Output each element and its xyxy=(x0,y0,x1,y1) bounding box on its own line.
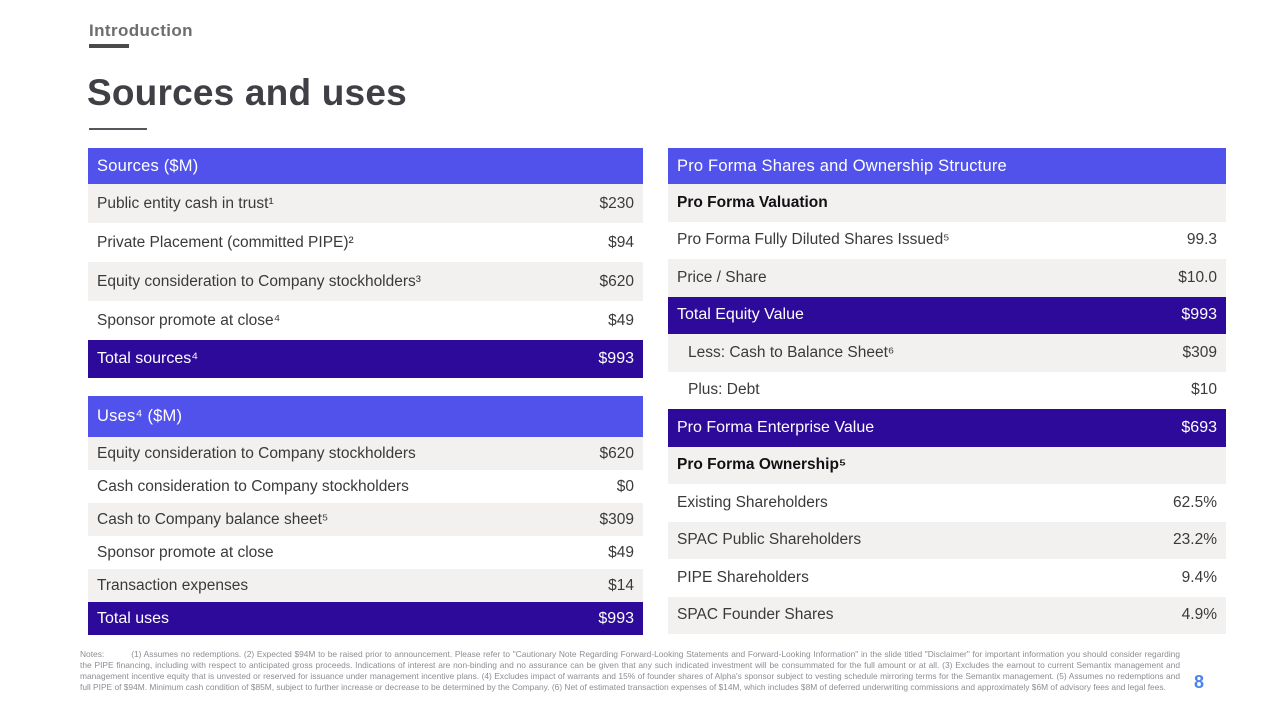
row-value: 62.5% xyxy=(1173,493,1217,511)
uses-total-row: Total uses $993 xyxy=(88,602,643,635)
row-label: Pro Forma Valuation xyxy=(677,193,828,211)
row-value: $993 xyxy=(598,350,634,367)
row-label: Sponsor promote at close⁴ xyxy=(97,311,281,329)
proforma-table-header: Pro Forma Shares and Ownership Structure xyxy=(668,148,1226,184)
row-value: $49 xyxy=(608,311,634,329)
title-underline xyxy=(89,128,147,130)
table-row: SPAC Founder Shares 4.9% xyxy=(668,596,1226,634)
table-row: Public entity cash in trust¹ $230 xyxy=(88,184,643,223)
row-value: $10.0 xyxy=(1178,268,1217,286)
enterprise-value-row: Pro Forma Enterprise Value $693 xyxy=(668,409,1226,447)
table-row: Pro Forma Fully Diluted Shares Issued⁵ 9… xyxy=(668,221,1226,259)
row-value: $14 xyxy=(608,576,634,594)
row-value: 9.4% xyxy=(1181,568,1217,586)
row-label: Sponsor promote at close xyxy=(97,543,274,561)
row-label: Transaction expenses xyxy=(97,576,249,594)
table-row: SPAC Public Shareholders 23.2% xyxy=(668,521,1226,559)
row-value: $309 xyxy=(1182,343,1217,361)
row-label: Equity consideration to Company stockhol… xyxy=(97,444,416,462)
row-label: Existing Shareholders xyxy=(677,493,828,511)
row-value: $0 xyxy=(616,477,634,495)
uses-table-header: Uses⁴ ($M) xyxy=(88,396,643,437)
table-row: PIPE Shareholders 9.4% xyxy=(668,559,1226,597)
footnotes: Notes: (1) Assumes no redemptions. (2) Ex… xyxy=(80,649,1180,693)
row-label: SPAC Public Shareholders xyxy=(677,531,862,549)
uses-table: Uses⁴ ($M) Equity consideration to Compa… xyxy=(88,396,643,635)
row-label: Less: Cash to Balance Sheet⁶ xyxy=(688,343,895,361)
table-row: Equity consideration to Company stockhol… xyxy=(88,262,643,301)
total-equity-value-row: Total Equity Value $993 xyxy=(668,296,1226,334)
sources-total-row: Total sources⁴ $993 xyxy=(88,340,643,378)
table-row: Transaction expenses $14 xyxy=(88,569,643,602)
table-row: Existing Shareholders 62.5% xyxy=(668,484,1226,522)
row-label: Pro Forma Fully Diluted Shares Issued⁵ xyxy=(677,231,950,249)
row-label: Cash to Company balance sheet⁵ xyxy=(97,510,329,528)
row-label: Pro Forma Enterprise Value xyxy=(677,418,875,436)
row-value: $693 xyxy=(1181,418,1217,436)
table-row: Sponsor promote at close⁴ $49 xyxy=(88,301,643,340)
row-label: Pro Forma Ownership⁵ xyxy=(677,456,847,474)
page-title: Sources and uses xyxy=(87,72,407,113)
row-value: $10 xyxy=(1191,381,1217,399)
subheader-row: Pro Forma Valuation xyxy=(668,184,1226,222)
row-value: $49 xyxy=(608,543,634,561)
row-value: $230 xyxy=(599,194,634,212)
row-label: Equity consideration to Company stockhol… xyxy=(97,272,421,290)
row-value: 23.2% xyxy=(1173,531,1217,549)
row-label: Cash consideration to Company stockholde… xyxy=(97,477,409,495)
row-value: 4.9% xyxy=(1181,606,1217,624)
sources-table-header: Sources ($M) xyxy=(88,148,643,184)
footnotes-text: (1) Assumes no redemptions. (2) Expected… xyxy=(80,649,1180,692)
table-row: Cash consideration to Company stockholde… xyxy=(88,470,643,503)
right-column: Pro Forma Shares and Ownership Structure… xyxy=(668,148,1226,634)
row-label: SPAC Founder Shares xyxy=(677,606,834,624)
row-label: Total Equity Value xyxy=(677,306,804,324)
section-label: Introduction xyxy=(89,21,193,40)
table-row: Sponsor promote at close $49 xyxy=(88,536,643,569)
row-label: PIPE Shareholders xyxy=(677,568,809,586)
row-label: Total uses xyxy=(97,609,170,627)
row-label: Public entity cash in trust¹ xyxy=(97,194,274,212)
row-label: Plus: Debt xyxy=(688,381,760,399)
row-label: Price / Share xyxy=(677,268,767,286)
footnotes-label: Notes: xyxy=(80,649,105,659)
row-value: $993 xyxy=(1181,306,1217,324)
row-label: Private Placement (committed PIPE)² xyxy=(97,233,354,251)
table-row: Plus: Debt $10 xyxy=(668,371,1226,409)
row-label: Total sources⁴ xyxy=(97,350,199,367)
eyebrow-underline xyxy=(89,44,129,48)
row-value: $620 xyxy=(599,444,634,462)
subheader-row: Pro Forma Ownership⁵ xyxy=(668,446,1226,484)
left-column: Sources ($M) Public entity cash in trust… xyxy=(88,148,643,635)
table-row: Cash to Company balance sheet⁵ $309 xyxy=(88,503,643,536)
row-value: $993 xyxy=(598,609,634,627)
row-value: 99.3 xyxy=(1186,231,1217,249)
row-value: $309 xyxy=(599,510,634,528)
table-row: Less: Cash to Balance Sheet⁶ $309 xyxy=(668,334,1226,372)
proforma-table: Pro Forma Shares and Ownership Structure… xyxy=(668,148,1226,634)
table-row: Price / Share $10.0 xyxy=(668,259,1226,297)
sources-table: Sources ($M) Public entity cash in trust… xyxy=(88,148,643,378)
table-row: Private Placement (committed PIPE)² $94 xyxy=(88,223,643,262)
page-number: 8 xyxy=(1194,672,1205,692)
table-row: Equity consideration to Company stockhol… xyxy=(88,437,643,470)
row-value: $94 xyxy=(608,233,634,251)
row-value: $620 xyxy=(599,272,634,290)
